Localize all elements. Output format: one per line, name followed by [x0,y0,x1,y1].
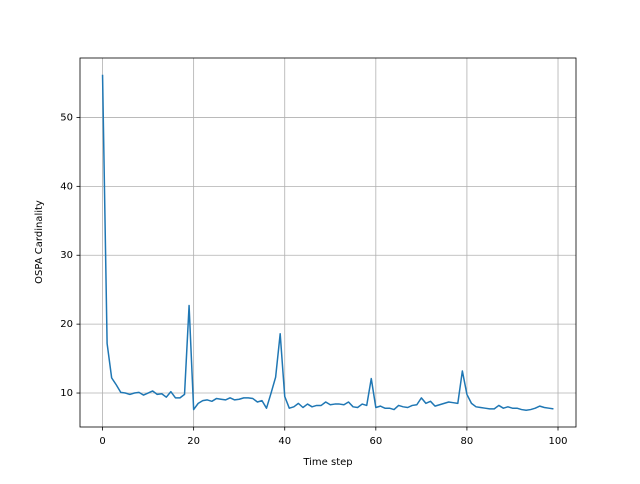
plot-frame [79,57,577,428]
x-tick-label: 40 [278,436,291,447]
y-tick-label: 40 [60,181,73,192]
x-tick-label: 80 [461,436,474,447]
x-tick-label: 60 [369,436,382,447]
y-tick-label: 30 [60,250,73,261]
x-tick-label: 0 [99,436,105,447]
y-tick-label: 10 [60,388,73,399]
x-axis-label: Time step [302,457,352,468]
y-tick-label: 50 [60,112,73,123]
y-tick-label: 20 [60,319,73,330]
line [101,74,554,412]
y-axis-label: OSPA Cardinality [34,200,45,284]
x-tick-label: 100 [548,436,567,447]
x-tick-label: 20 [187,436,200,447]
